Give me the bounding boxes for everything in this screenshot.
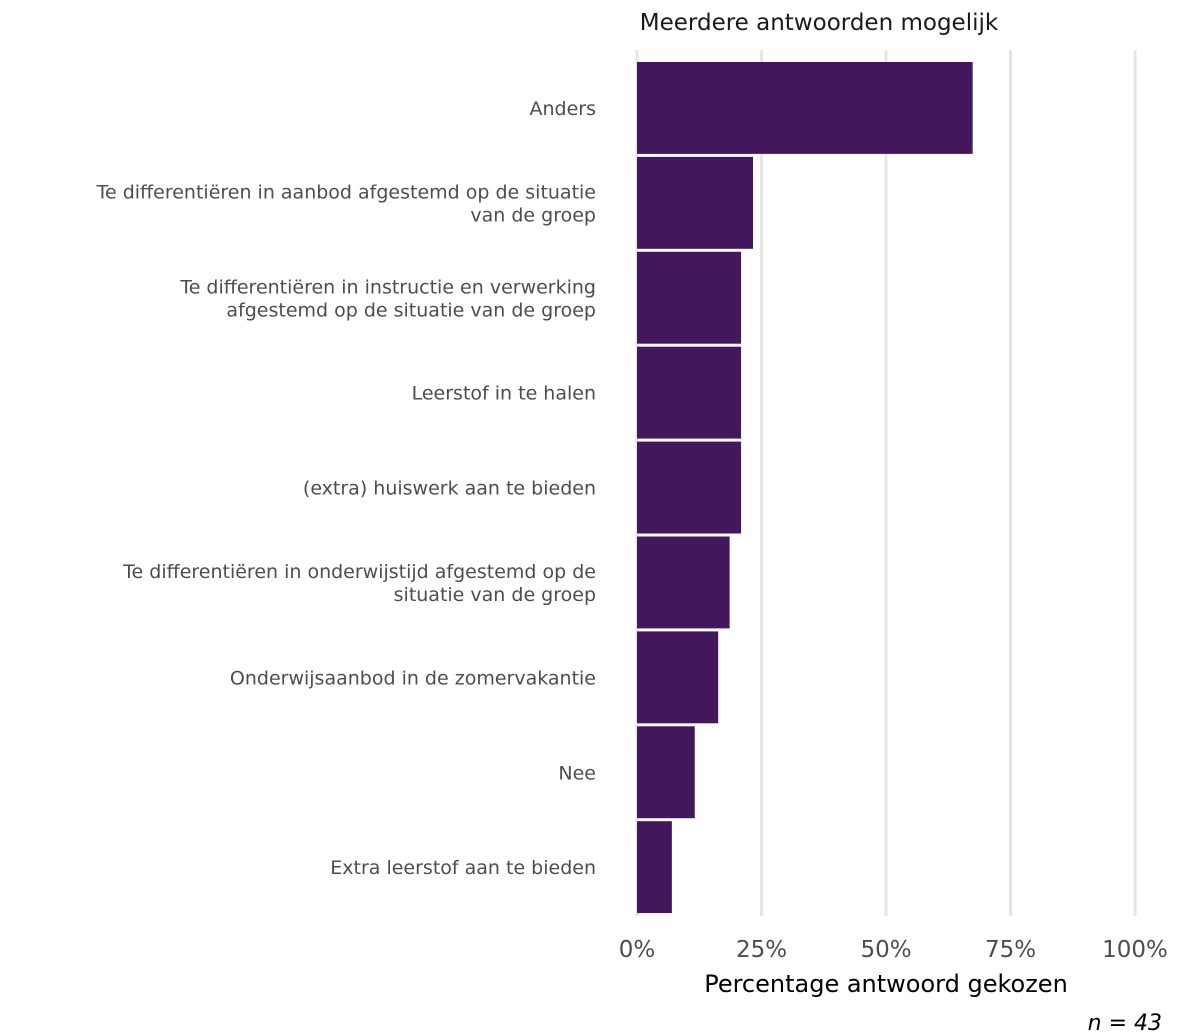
- category-label-7: Onderwijsaanbod in de zomervakantie: [230, 667, 596, 689]
- bar-6: [637, 536, 730, 629]
- bar-8: [637, 726, 695, 819]
- x-tick-label-75: 75%: [985, 937, 1036, 963]
- category-label-2: Te differentiëren in aanbod afgestemd op…: [96, 181, 596, 226]
- category-label-1: Anders: [530, 98, 597, 120]
- bar-7: [637, 631, 719, 724]
- category-label-5: (extra) huiswerk aan te bieden: [303, 478, 596, 500]
- bar-4: [637, 346, 742, 439]
- x-axis-title: Percentage antwoord gekozen: [704, 970, 1068, 998]
- bar-2: [637, 156, 754, 249]
- bar-9: [637, 821, 672, 914]
- category-label-9: Extra leerstof aan te bieden: [330, 857, 596, 879]
- x-tick-label-25: 25%: [736, 937, 787, 963]
- x-tick-label-100: 100%: [1102, 937, 1168, 963]
- x-tick-label-0: 0%: [619, 937, 656, 963]
- category-labels: Anders Te differentiëren in aanbod afgest…: [96, 98, 596, 879]
- category-label-4: Leerstof in te halen: [412, 383, 596, 405]
- x-axis-ticks: 0% 25% 50% 75% 100%: [619, 937, 1168, 963]
- category-label-8: Nee: [558, 762, 596, 784]
- category-label-6: Te differentiëren in onderwijstijd afges…: [122, 561, 596, 606]
- bars: [637, 62, 973, 914]
- x-tick-label-50: 50%: [860, 937, 911, 963]
- category-label-3: Te differentiëren in instructie en verwe…: [179, 276, 596, 321]
- bar-5: [637, 441, 742, 534]
- bar-1: [637, 62, 973, 154]
- chart-subtitle: Meerdere antwoorden mogelijk: [640, 10, 999, 36]
- bar-3: [637, 251, 742, 344]
- sample-size-caption: n = 43: [1088, 1011, 1162, 1034]
